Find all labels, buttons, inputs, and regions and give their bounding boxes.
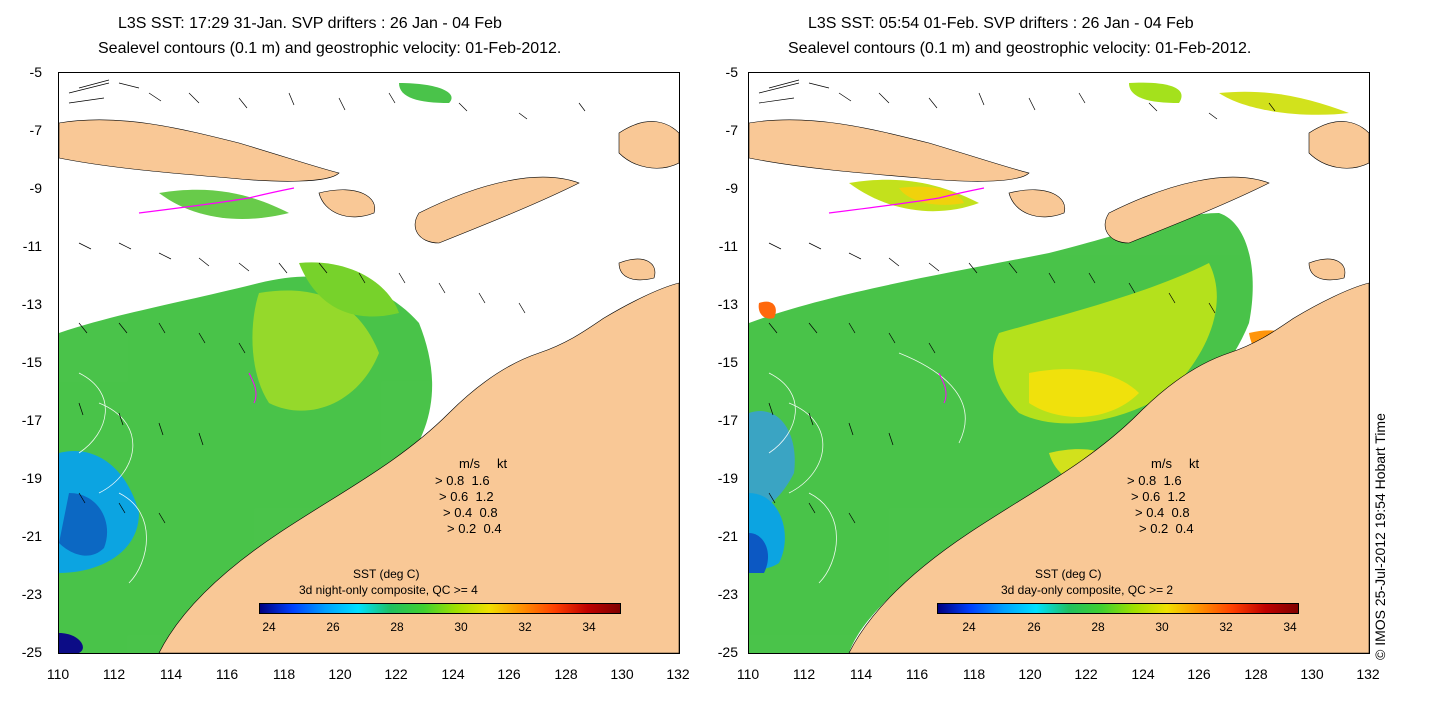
left-colorbar-tick: 32 <box>518 620 532 634</box>
left-legend-header-ms: m/s <box>459 456 480 471</box>
left-y-tick: -13 <box>21 296 42 312</box>
left-legend-row: > 0.2 0.4 <box>447 521 502 536</box>
right-x-tick: 122 <box>1074 666 1098 682</box>
right-y-tick: -9 <box>725 180 738 196</box>
left-x-tick: 116 <box>215 666 239 682</box>
right-map-panel: L3S SST: 05:54 01-Feb. SVP drifters : 26… <box>692 0 1412 720</box>
right-x-tick: 132 <box>1356 666 1380 682</box>
right-x-tick: 128 <box>1244 666 1268 682</box>
right-y-tick: -23 <box>717 586 738 602</box>
right-colorbar-title-2: 3d day-only composite, QC >= 2 <box>1001 583 1174 597</box>
right-x-tick: 112 <box>792 666 816 682</box>
imos-credit: © IMOS 25-Jul-2012 19:54 Hobart Time <box>1372 413 1388 660</box>
left-x-tick: 122 <box>384 666 408 682</box>
left-y-tick: -9 <box>29 180 42 196</box>
left-colorbar-tick: 30 <box>454 620 468 634</box>
left-y-tick: -19 <box>21 470 42 486</box>
right-y-tick: -25 <box>717 644 738 660</box>
right-y-tick: -15 <box>717 354 738 370</box>
right-y-tick: -7 <box>725 122 738 138</box>
right-x-tick: 116 <box>905 666 929 682</box>
left-map-area: m/s kt > 0.8 1.6 > 0.6 1.2 > 0.4 0.8 > 0… <box>58 72 680 654</box>
right-colorbar-tick: 30 <box>1155 620 1169 634</box>
left-y-tick: -21 <box>21 528 42 544</box>
left-y-tick: -5 <box>29 64 42 80</box>
left-colorbar-tick: 24 <box>262 620 276 634</box>
right-x-tick: 118 <box>962 666 986 682</box>
left-colorbar-title-2: 3d night-only composite, QC >= 4 <box>299 583 478 597</box>
left-x-tick: 130 <box>610 666 634 682</box>
left-colorbar <box>259 603 621 614</box>
left-x-tick: 132 <box>666 666 690 682</box>
right-x-tick: 120 <box>1018 666 1042 682</box>
left-x-tick: 118 <box>272 666 296 682</box>
left-colorbar-tick: 26 <box>326 620 340 634</box>
right-colorbar-tick: 26 <box>1027 620 1041 634</box>
left-x-tick: 128 <box>554 666 578 682</box>
right-title-line1: L3S SST: 05:54 01-Feb. SVP drifters : 26… <box>808 15 1194 32</box>
left-y-tick: -11 <box>22 238 42 254</box>
left-legend-row: > 0.6 1.2 <box>439 489 494 504</box>
left-x-tick: 124 <box>441 666 465 682</box>
left-legend-row: > 0.4 0.8 <box>443 505 498 520</box>
left-colorbar-tick: 28 <box>390 620 404 634</box>
right-y-tick: -5 <box>725 64 738 80</box>
right-colorbar-tick: 28 <box>1091 620 1105 634</box>
right-x-tick: 130 <box>1300 666 1324 682</box>
left-y-tick: -7 <box>29 122 42 138</box>
left-map-graphic <box>59 79 679 653</box>
left-x-tick: 110 <box>46 666 70 682</box>
right-y-tick: -11 <box>718 238 738 254</box>
right-legend-row: > 0.6 1.2 <box>1131 489 1186 504</box>
right-colorbar-tick: 24 <box>962 620 976 634</box>
right-y-tick: -17 <box>717 412 738 428</box>
right-x-tick: 114 <box>849 666 873 682</box>
left-y-tick: -25 <box>21 644 42 660</box>
right-x-tick: 110 <box>736 666 760 682</box>
right-colorbar-tick: 34 <box>1283 620 1297 634</box>
left-y-tick: -17 <box>21 412 42 428</box>
left-title-line1: L3S SST: 17:29 31-Jan. SVP drifters : 26… <box>118 15 502 32</box>
left-legend-row: > 0.8 1.6 <box>435 473 490 488</box>
left-x-tick: 112 <box>102 666 126 682</box>
left-map-panel: L3S SST: 17:29 31-Jan. SVP drifters : 26… <box>21 15 690 682</box>
right-colorbar-tick: 32 <box>1219 620 1233 634</box>
right-y-tick: -21 <box>717 528 738 544</box>
left-y-tick: -15 <box>21 354 42 370</box>
right-legend-header-ms: m/s <box>1151 456 1172 471</box>
right-map-graphic <box>749 79 1369 653</box>
right-map-area: m/s kt > 0.8 1.6 > 0.6 1.2 > 0.4 0.8 > 0… <box>748 72 1370 654</box>
right-legend-row: > 0.8 1.6 <box>1127 473 1182 488</box>
left-colorbar-title-1: SST (deg C) <box>353 567 420 581</box>
right-x-tick: 124 <box>1131 666 1155 682</box>
right-title-line2: Sealevel contours (0.1 m) and geostrophi… <box>788 40 1252 57</box>
right-x-tick: 126 <box>1187 666 1211 682</box>
right-colorbar <box>937 603 1299 614</box>
right-colorbar-title-1: SST (deg C) <box>1035 567 1102 581</box>
left-x-tick: 114 <box>159 666 183 682</box>
left-x-tick: 120 <box>328 666 352 682</box>
left-colorbar-tick: 34 <box>582 620 596 634</box>
right-legend-header-kt: kt <box>1189 456 1200 471</box>
right-y-tick: -13 <box>717 296 738 312</box>
right-y-tick: -19 <box>717 470 738 486</box>
left-x-tick: 126 <box>497 666 521 682</box>
left-y-tick: -23 <box>21 586 42 602</box>
left-title-line2: Sealevel contours (0.1 m) and geostrophi… <box>98 40 562 57</box>
right-legend-row: > 0.4 0.8 <box>1135 505 1190 520</box>
left-legend-header-kt: kt <box>497 456 508 471</box>
right-legend-row: > 0.2 0.4 <box>1139 521 1194 536</box>
